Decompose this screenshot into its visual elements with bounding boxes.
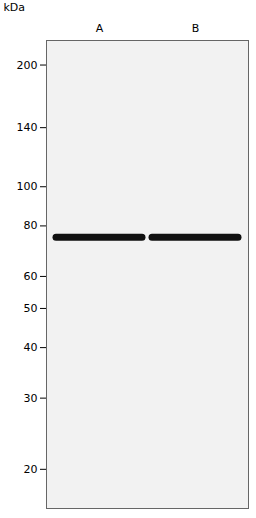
- svg-text:50: 50: [24, 302, 38, 315]
- svg-text:B: B: [192, 22, 200, 35]
- svg-text:40: 40: [24, 341, 38, 354]
- svg-text:60: 60: [24, 270, 38, 283]
- svg-text:200: 200: [17, 59, 38, 72]
- svg-text:30: 30: [24, 392, 38, 405]
- svg-text:20: 20: [24, 463, 38, 476]
- svg-text:100: 100: [17, 180, 38, 193]
- svg-text:A: A: [96, 22, 104, 35]
- svg-text:140: 140: [17, 121, 38, 134]
- svg-text:kDa: kDa: [4, 1, 26, 14]
- svg-text:80: 80: [24, 219, 38, 232]
